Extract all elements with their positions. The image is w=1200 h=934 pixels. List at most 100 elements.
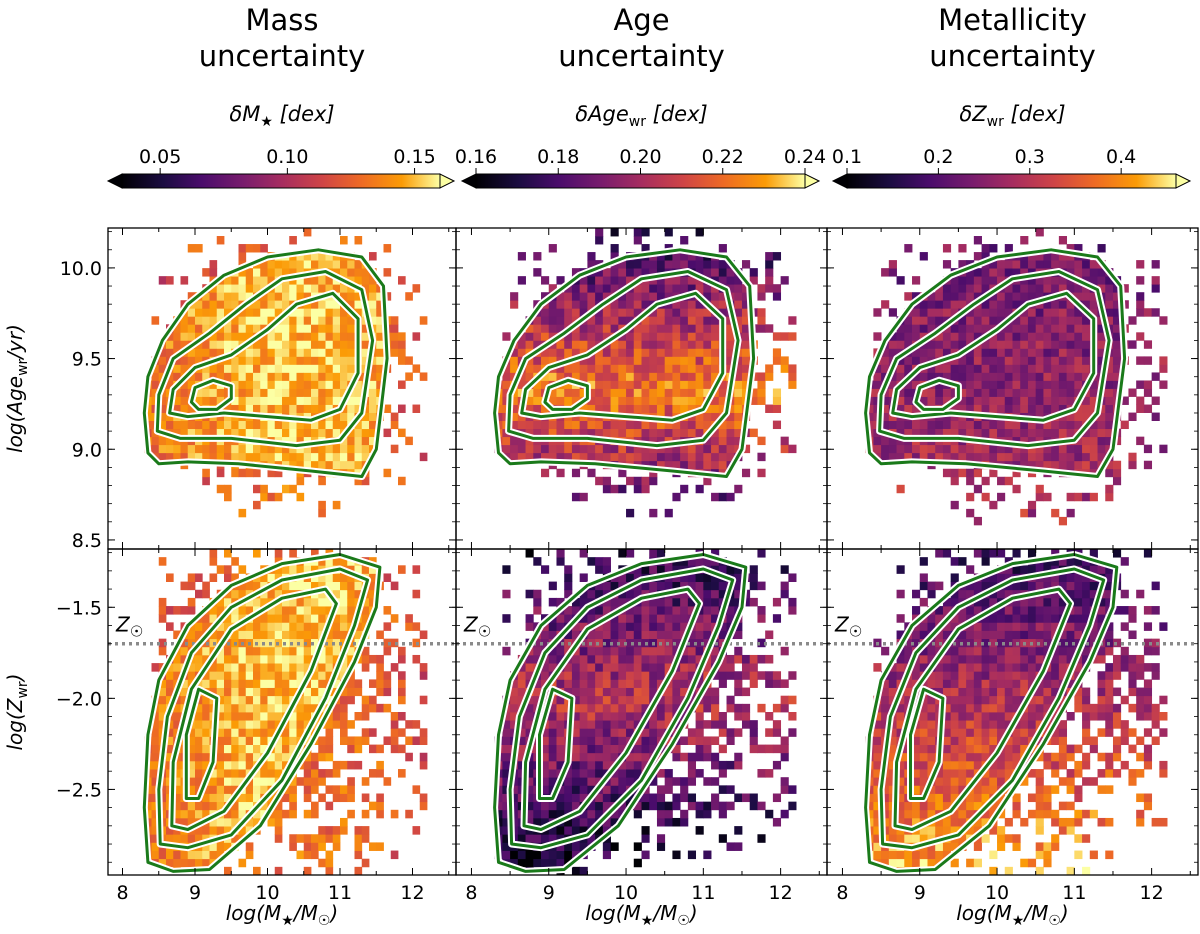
heatmap-cell (927, 760, 936, 770)
heatmap-cell (734, 826, 743, 835)
heatmap-cell (595, 388, 604, 397)
heatmap-cell (912, 785, 921, 794)
heatmap-cell (398, 687, 406, 697)
heatmap-cell (1082, 292, 1091, 301)
heatmap-cell (610, 769, 619, 778)
heatmap-cell (548, 630, 557, 640)
heatmap-cell (1043, 460, 1052, 470)
heatmap-cell (325, 597, 334, 607)
heatmap-cell (245, 356, 254, 365)
heatmap-cell (888, 340, 897, 349)
heatmap-cell (564, 614, 573, 623)
heatmap-cell (1012, 428, 1021, 438)
heatmap-cell (973, 396, 982, 405)
heatmap-cell (231, 428, 239, 438)
heatmap-cell (1066, 340, 1075, 349)
heatmap-cell (788, 332, 797, 341)
heatmap-cell (1020, 324, 1029, 333)
heatmap-cell (510, 364, 519, 373)
heatmap-cell (587, 372, 596, 381)
heatmap-cell (1097, 276, 1106, 285)
heatmap-cell (1051, 380, 1060, 389)
heatmap-cell (919, 444, 928, 454)
heatmap-cell (587, 420, 596, 430)
heatmap-cell (303, 606, 312, 615)
heatmap-cell (672, 316, 681, 325)
heatmap-cell (579, 809, 588, 819)
heatmap-cell (216, 663, 225, 672)
heatmap-cell (556, 452, 565, 462)
heatmap-cell (412, 332, 421, 341)
heatmap-cell (595, 703, 604, 713)
heatmap-cell (260, 332, 268, 341)
heatmap-cell (202, 268, 210, 277)
heatmap-cell (703, 573, 712, 582)
heatmap-cell (904, 809, 913, 819)
heatmap-cell (216, 703, 225, 713)
heatmap-cell (1143, 340, 1153, 349)
heatmap-cell (757, 324, 766, 333)
heatmap-cell (209, 817, 218, 827)
heatmap-cell (556, 760, 565, 770)
heatmap-cell (1074, 420, 1083, 430)
heatmap-cell (610, 252, 619, 261)
heatmap-cell (656, 276, 666, 285)
heatmap-cell (595, 793, 604, 803)
heatmap-cell (587, 712, 596, 721)
heatmap-cell (912, 420, 921, 430)
heatmap-cell (1136, 356, 1145, 365)
heatmap-cell (202, 614, 210, 623)
heatmap-cell (680, 396, 689, 405)
heatmap-cell (224, 842, 232, 851)
heatmap-cell (1066, 412, 1075, 421)
heatmap-cell (935, 300, 944, 309)
heatmap-cell (656, 340, 666, 349)
heatmap-cell (517, 834, 526, 843)
heatmap-cell (919, 573, 928, 582)
heatmap-cell (579, 300, 588, 309)
heatmap-cell (541, 663, 550, 672)
heatmap-cell (888, 372, 897, 381)
heatmap-cell (695, 452, 704, 462)
heatmap-cell (202, 654, 210, 664)
heatmap-cell (202, 420, 210, 430)
heatmap-cell (912, 777, 921, 786)
heatmap-cell (231, 420, 239, 430)
heatmap-cell (734, 752, 743, 762)
heatmap-cell (383, 687, 392, 697)
heatmap-cell (311, 581, 319, 591)
heatmap-cell (548, 703, 557, 713)
heatmap-cell (602, 622, 611, 631)
heatmap-cell (231, 356, 239, 365)
heatmap-cell (772, 396, 782, 405)
heatmap-cell (231, 364, 239, 373)
heatmap-cell (376, 316, 384, 325)
heatmap-cell (919, 760, 928, 770)
heatmap-cell (525, 452, 534, 462)
heatmap-cell (1089, 380, 1098, 389)
heatmap-cell (935, 444, 944, 454)
heatmap-cell (687, 606, 697, 615)
heatmap-cell (919, 348, 928, 357)
heatmap-cell (656, 565, 666, 574)
heatmap-cell (318, 428, 326, 438)
heatmap-cell (533, 404, 542, 413)
heatmap-cell (687, 396, 697, 405)
heatmap-cell (347, 687, 355, 697)
heatmap-cell (267, 332, 276, 341)
heatmap-cell (633, 654, 642, 664)
heatmap-cell (904, 404, 913, 413)
heatmap-cell (618, 452, 627, 462)
heatmap-cell (989, 268, 998, 277)
heatmap-cell (267, 769, 276, 778)
heatmap-cell (919, 728, 928, 737)
heatmap-cell (726, 695, 735, 705)
heatmap-cell (354, 622, 363, 631)
heatmap-cell (274, 268, 283, 277)
heatmap-cell (187, 744, 196, 754)
heatmap-cell (1058, 260, 1068, 269)
heatmap-cell (641, 348, 650, 357)
heatmap-cell (989, 244, 998, 253)
heatmap-cell (510, 801, 519, 811)
heatmap-cell (981, 388, 990, 397)
